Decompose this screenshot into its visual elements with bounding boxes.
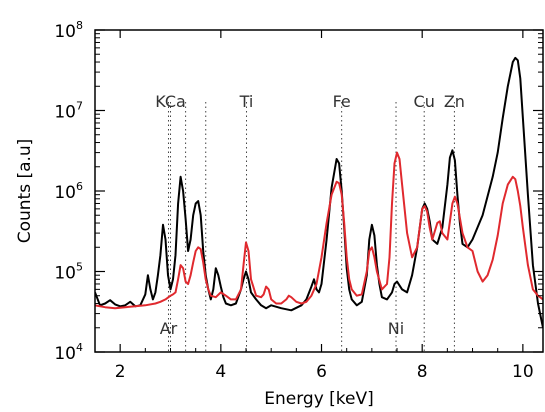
y-axis: 104 105 106 107 108	[54, 19, 543, 364]
element-label: KCa	[155, 92, 186, 111]
element-label: Fe	[333, 92, 351, 111]
x-tick-label: 8	[417, 362, 428, 382]
series-layer	[95, 56, 543, 329]
y-tick-label: 105	[54, 261, 83, 284]
element-label: Ar	[160, 319, 178, 338]
x-tick-label: 4	[215, 362, 226, 382]
series-line-red	[95, 151, 543, 310]
element-label: Ti	[239, 92, 254, 111]
element-label: Cu	[414, 92, 435, 111]
y-tick-label: 106	[54, 180, 83, 203]
y-tick-label: 107	[54, 100, 83, 123]
y-axis-title: Counts [a.u]	[15, 139, 35, 244]
x-tick-label: 6	[316, 362, 327, 382]
element-marker-lines	[167, 102, 455, 352]
x-tick-label: 2	[115, 362, 126, 382]
element-labels: KCa Ti Fe Cu Zn Ar Ni	[155, 92, 465, 338]
x-axis-title: Energy [keV]	[264, 389, 374, 409]
element-label: Zn	[444, 92, 465, 111]
element-label: Ni	[388, 319, 404, 338]
x-axis: 2 4 6 8 10	[94, 30, 534, 382]
plot-frame	[94, 29, 544, 353]
y-tick-label: 104	[54, 341, 83, 364]
x-tick-label: 10	[512, 362, 534, 382]
series-line-black	[95, 56, 543, 329]
y-tick-label: 108	[54, 19, 83, 42]
